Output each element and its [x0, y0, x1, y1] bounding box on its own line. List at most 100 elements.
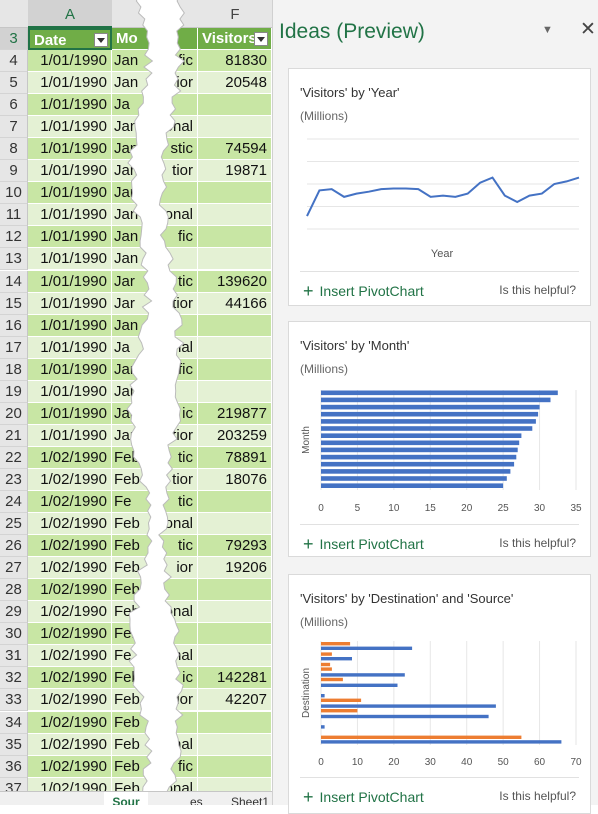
date-cell[interactable]: 1/01/1990 — [28, 358, 112, 381]
row-header[interactable]: 27 — [0, 557, 28, 580]
visitors-cell[interactable]: 78891 — [198, 446, 272, 469]
visitors-cell[interactable] — [198, 94, 272, 117]
date-cell[interactable]: 1/01/1990 — [28, 94, 112, 117]
visitors-cell[interactable] — [198, 711, 272, 734]
visitors-cell[interactable] — [198, 733, 272, 756]
partial-cell[interactable]: tic — [150, 491, 198, 514]
visitors-cell[interactable] — [198, 314, 272, 337]
sheet-tab-partial[interactable]: es — [190, 795, 203, 805]
visitors-cell[interactable] — [198, 380, 272, 403]
date-cell[interactable]: 1/02/1990 — [28, 755, 112, 778]
date-cell[interactable]: 1/02/1990 — [28, 579, 112, 602]
visitors-cell[interactable] — [198, 645, 272, 668]
visitors-cell[interactable]: 18076 — [198, 468, 272, 491]
visitors-cell[interactable]: 19206 — [198, 557, 272, 580]
row-header[interactable]: 30 — [0, 623, 28, 646]
chevron-down-icon[interactable]: ▼ — [542, 24, 553, 36]
row-header[interactable]: 28 — [0, 579, 28, 602]
partial-cell[interactable] — [150, 182, 198, 205]
row-header[interactable]: 21 — [0, 424, 28, 447]
date-cell[interactable]: 1/02/1990 — [28, 557, 112, 580]
spreadsheet-grid[interactable]: A F 3 Date Mo Visitors 4 1/01/1990 Jan fic 8… — [0, 0, 272, 805]
visitors-cell[interactable]: 203259 — [198, 424, 272, 447]
date-cell[interactable]: 1/02/1990 — [28, 689, 112, 712]
partial-cell[interactable]: tic — [150, 535, 198, 558]
visitors-cell[interactable]: 81830 — [198, 50, 272, 73]
row-header[interactable]: 17 — [0, 336, 28, 359]
visitors-cell[interactable] — [198, 336, 272, 359]
date-cell[interactable]: 1/02/1990 — [28, 667, 112, 690]
date-cell[interactable]: 1/02/1990 — [28, 468, 112, 491]
row-header[interactable]: 19 — [0, 380, 28, 403]
visitors-cell[interactable]: 79293 — [198, 535, 272, 558]
partial-cell[interactable]: onal — [150, 204, 198, 227]
row-header[interactable]: 11 — [0, 204, 28, 227]
date-cell[interactable]: 1/02/1990 — [28, 733, 112, 756]
partial-cell[interactable]: stic — [150, 138, 198, 161]
partial-cell[interactable]: tior — [150, 160, 198, 183]
row-header[interactable]: 33 — [0, 689, 28, 712]
row-header[interactable]: 14 — [0, 270, 28, 293]
row-header[interactable]: 34 — [0, 711, 28, 734]
date-cell[interactable]: 1/02/1990 — [28, 535, 112, 558]
row-header[interactable]: 35 — [0, 733, 28, 756]
visitors-cell[interactable] — [198, 248, 272, 271]
date-cell[interactable]: 1/01/1990 — [28, 116, 112, 139]
visitors-cell[interactable]: 42207 — [198, 689, 272, 712]
date-cell[interactable]: 1/01/1990 — [28, 424, 112, 447]
visitors-cell[interactable] — [198, 623, 272, 646]
row-header[interactable]: 36 — [0, 755, 28, 778]
column-header-a[interactable]: A — [28, 0, 112, 28]
bar-chart-destination[interactable]: 0 10 20 30 40 50 60 70 Destination — [289, 575, 592, 775]
date-cell[interactable]: 1/01/1990 — [28, 336, 112, 359]
sheet-tab-source[interactable]: Sour — [104, 792, 148, 805]
row-header[interactable]: 31 — [0, 645, 28, 668]
date-cell[interactable]: 1/01/1990 — [28, 402, 112, 425]
date-cell[interactable]: 1/01/1990 — [28, 226, 112, 249]
row-header[interactable]: 4 — [0, 50, 28, 73]
bar-chart-month[interactable]: 0 5 10 15 20 25 30 35 Month — [289, 322, 592, 522]
row-header-3[interactable]: 3 — [0, 28, 28, 50]
insert-pivotchart-button[interactable]: + Insert PivotChart — [303, 786, 424, 807]
date-cell[interactable]: 1/02/1990 — [28, 623, 112, 646]
sheet-tab-sheet1[interactable]: Sheet1 — [230, 795, 270, 805]
visitors-cell[interactable] — [198, 116, 272, 139]
row-header[interactable]: 10 — [0, 182, 28, 205]
row-header[interactable]: 12 — [0, 226, 28, 249]
partial-cell[interactable]: fic — [150, 226, 198, 249]
select-all-corner[interactable] — [0, 0, 28, 28]
helpful-link[interactable]: Is this helpful? — [499, 536, 576, 550]
visitors-cell[interactable] — [198, 226, 272, 249]
row-header[interactable]: 29 — [0, 601, 28, 624]
line-chart[interactable]: Year — [289, 69, 592, 269]
row-header[interactable]: 20 — [0, 402, 28, 425]
visitors-cell[interactable] — [198, 358, 272, 381]
row-header[interactable]: 8 — [0, 138, 28, 161]
date-cell[interactable]: 1/01/1990 — [28, 138, 112, 161]
visitors-cell[interactable] — [198, 491, 272, 514]
partial-cell[interactable] — [150, 579, 198, 602]
date-cell[interactable]: 1/01/1990 — [28, 292, 112, 315]
close-icon[interactable]: ✕ — [580, 19, 596, 40]
date-cell[interactable]: 1/02/1990 — [28, 491, 112, 514]
insert-pivotchart-button[interactable]: + Insert PivotChart — [303, 280, 424, 301]
date-cell[interactable]: 1/01/1990 — [28, 270, 112, 293]
visitors-cell[interactable] — [198, 579, 272, 602]
partial-cell[interactable]: onal — [150, 513, 198, 536]
helpful-link[interactable]: Is this helpful? — [499, 789, 576, 803]
partial-cell[interactable]: ior — [150, 557, 198, 580]
date-cell[interactable]: 1/01/1990 — [28, 72, 112, 95]
date-cell[interactable]: 1/02/1990 — [28, 513, 112, 536]
visitors-cell[interactable]: 44166 — [198, 292, 272, 315]
filter-dropdown-icon[interactable] — [254, 32, 268, 46]
row-header[interactable]: 13 — [0, 248, 28, 271]
date-cell[interactable]: 1/01/1990 — [28, 204, 112, 227]
helpful-link[interactable]: Is this helpful? — [499, 283, 576, 297]
column-header-f[interactable]: F — [198, 0, 272, 28]
visitors-cell[interactable]: 142281 — [198, 667, 272, 690]
visitors-cell[interactable]: 19871 — [198, 160, 272, 183]
row-header[interactable]: 5 — [0, 72, 28, 95]
insert-pivotchart-button[interactable]: + Insert PivotChart — [303, 533, 424, 554]
header-cell-visitors[interactable]: Visitors — [198, 28, 272, 50]
date-cell[interactable]: 1/02/1990 — [28, 645, 112, 668]
